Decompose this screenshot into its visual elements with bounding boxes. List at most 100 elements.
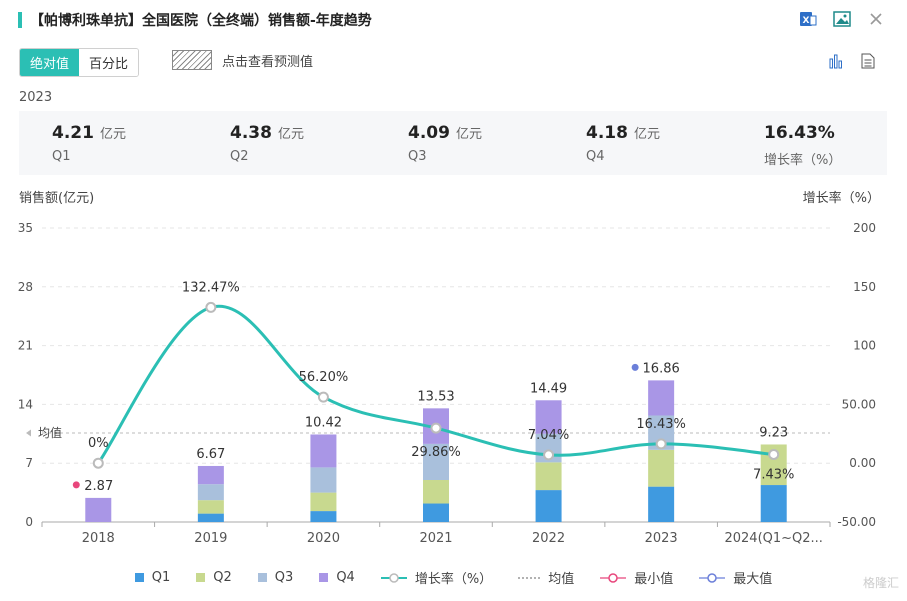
x-tick-label: 2023 [645,531,678,545]
x-tick-label: 2019 [194,531,227,545]
y2-tick-label: 50.00 [842,397,876,411]
y2-tick-label: 200 [853,221,876,235]
legend-swatch [196,573,206,582]
summary-label: Q4 [586,149,605,164]
legend-min[interactable]: 最小值 [600,568,673,587]
bar-segment-q2 [197,500,224,514]
legend-label: Q4 [336,570,355,585]
x-tick-label: 2018 [82,531,115,545]
document-icon[interactable] [859,52,877,70]
bar-segment-q4 [648,380,675,416]
summary-value: 4.21 [52,123,94,143]
x-tick-label: 2020 [307,531,340,545]
bar-segment-q1 [648,486,675,522]
legend-q3[interactable]: Q3 [257,568,294,587]
legend-q4[interactable]: Q4 [319,568,355,587]
legend-mean[interactable]: 均值 [518,568,574,587]
growth-label: 132.47% [182,280,240,295]
x-tick-label: 2022 [532,531,565,545]
line-marker-icon [380,572,407,583]
summary-label: Q3 [408,149,427,164]
legend-label: 最小值 [634,572,674,587]
summary-label: 增长率（%） [764,153,842,168]
min-marker-icon [600,572,627,583]
bar-segment-q4 [85,497,112,522]
page-title: 【帕博利珠单抗】全国医院（全终端）销售额-年度趋势 [30,13,372,29]
max-marker [631,363,639,371]
bar-total-label: 9.23 [759,425,788,440]
y2-tick-label: 150 [853,280,876,294]
growth-point [768,448,780,460]
legend-label: 增长率（%） [414,572,493,587]
growth-label: 0% [88,436,109,451]
x-tick-label: 2024(Q1~Q2... [724,531,822,545]
excel-export-icon[interactable]: X [799,10,817,28]
y-axis-title: 销售额(亿元) [19,190,94,206]
max-marker-icon [699,572,726,583]
legend-growth[interactable]: 增长率（%） [380,568,493,587]
y-tick-label: 7 [25,456,33,470]
bar-chart-icon[interactable] [827,52,845,70]
legend-q2[interactable]: Q2 [196,568,232,587]
bar-segment-q3 [197,484,224,501]
summary-q2: 4.38 亿元 Q2 [230,123,304,164]
legend-max[interactable]: 最大值 [699,568,772,587]
view-tools [827,52,877,70]
legend-swatch [319,573,329,582]
growth-point [430,422,442,434]
legend-q1[interactable]: Q1 [134,568,171,587]
y-tick-label: 0 [25,515,33,529]
summary-value: 4.18 [586,123,628,143]
summary-panel: 4.21 亿元 Q1 4.38 亿元 Q2 4.09 亿元 Q3 4.18 亿元 Q4 … [19,111,887,175]
image-export-icon[interactable] [833,10,851,28]
y2-axis-title: 增长率（%） [803,190,880,206]
growth-point [543,449,555,461]
y-tick-label: 14 [18,397,33,411]
summary-growth: 16.43% 增长率（%） [764,123,841,168]
x-tick-label: 2021 [419,531,452,545]
close-icon[interactable] [867,10,885,28]
summary-label: Q1 [52,149,71,164]
summary-unit: 亿元 [99,127,126,142]
bar-segment-q4 [310,434,337,468]
legend-swatch [134,573,144,582]
summary-label: Q2 [230,149,249,164]
y2-tick-label: 0.00 [849,456,876,470]
title-accent-bar [18,12,22,28]
watermark-logo: 格隆汇 [862,576,899,590]
forecast-toggle[interactable]: 点击查看预测值 [172,50,313,70]
tab-percent[interactable]: 百分比 [79,49,139,76]
summary-value: 4.09 [408,123,450,143]
growth-label: 7.04% [528,428,569,443]
bar-total-label: 2.87 [84,479,113,494]
y2-tick-label: 100 [853,339,876,353]
value-mode-toggle: 绝对值 百分比 [19,48,140,77]
bar-segment-q2 [310,492,337,512]
growth-point [92,457,104,469]
summary-value: 16.43% [764,123,835,143]
legend-label: Q2 [213,570,232,585]
legend-swatch [257,573,267,582]
bar-segment-q1 [310,511,337,522]
summary-unit: 亿元 [633,127,660,142]
bar-segment-q1 [197,513,224,522]
legend-label: 均值 [548,572,575,587]
forecast-label: 点击查看预测值 [222,54,314,70]
bar-segment-q1 [535,490,562,522]
growth-label: 16.43% [636,417,686,432]
bar-segment-q4 [197,465,224,485]
summary-unit: 亿元 [455,127,482,142]
tab-absolute[interactable]: 绝对值 [20,49,80,76]
dashed-line-icon [518,576,541,579]
bar-total-label: 10.42 [305,415,342,430]
bar-segment-q2 [535,462,562,491]
bar-segment-q3 [310,467,337,493]
growth-point [655,438,667,450]
legend-label: Q1 [151,570,171,585]
legend-label: Q3 [274,570,294,585]
summary-value: 4.38 [230,123,272,143]
bar-segment-q4 [535,400,562,434]
bar-total-label: 6.67 [196,447,225,462]
growth-label: 7.43% [753,467,794,482]
legend-label: 最大值 [733,572,773,587]
